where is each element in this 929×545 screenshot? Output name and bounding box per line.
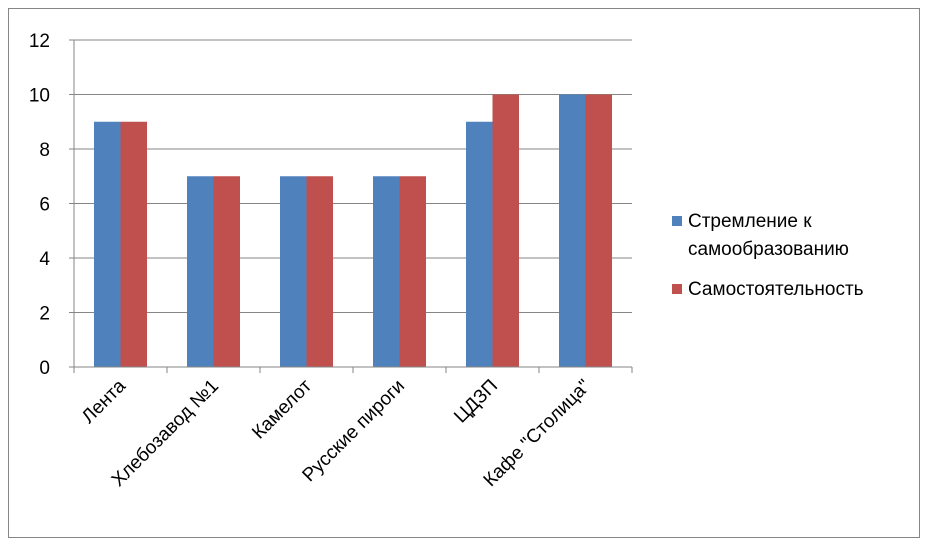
bar-series-1: [466, 121, 493, 367]
legend-swatch-series-2: [672, 284, 682, 294]
x-tick-label: Русские пироги: [299, 376, 410, 487]
bars: [94, 94, 612, 367]
bar-series-2: [585, 94, 612, 367]
legend-item-series-2: Самостоятельность: [672, 276, 917, 304]
bar-series-1: [94, 121, 121, 367]
y-tick-label: 0: [39, 358, 50, 379]
axes: [69, 39, 633, 373]
legend-item-series-1: Стремление к самообразованию: [672, 208, 917, 264]
bar-series-1: [280, 176, 307, 367]
x-tick-label: Лента: [78, 375, 130, 427]
bar-series-2: [306, 176, 333, 367]
bar-series-2: [399, 176, 426, 367]
chart-area: [8, 8, 920, 538]
bar-series-1: [187, 176, 214, 367]
legend-label-series-2: Самостоятельность: [688, 279, 864, 300]
y-tick-label: 4: [39, 249, 50, 270]
bar-series-2: [492, 94, 519, 367]
bar-series-2: [120, 121, 147, 367]
bar-series-1: [559, 94, 586, 367]
y-tick-label: 8: [39, 140, 50, 161]
bar-series-2: [213, 176, 240, 367]
y-tick-label: 2: [39, 304, 50, 325]
x-tick-label: Камелот: [248, 375, 316, 443]
legend-swatch-series-1: [672, 216, 682, 226]
y-tick-label: 6: [39, 195, 50, 216]
gridlines: [74, 39, 632, 313]
y-tick-label: 10: [29, 86, 50, 107]
y-tick-label: 12: [29, 31, 50, 52]
legend: Стремление к самообразованию Самостоятел…: [672, 208, 917, 316]
bar-series-1: [373, 176, 400, 367]
x-tick-label: ЦДЗП: [450, 376, 502, 428]
legend-label-series-1: Стремление к самообразованию: [688, 211, 849, 260]
